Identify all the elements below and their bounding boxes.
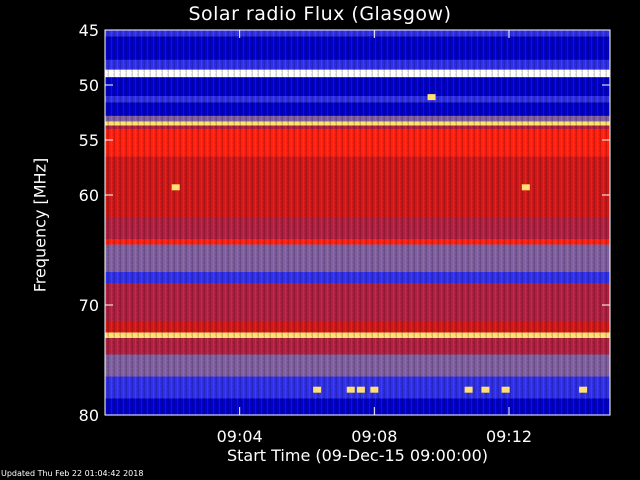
chart-title: Solar radio Flux (Glasgow) — [188, 3, 452, 25]
updated-timestamp: Updated Thu Feb 22 01:04:42 2018 — [1, 469, 144, 478]
burst-9 — [521, 184, 530, 191]
noise-overlay — [105, 30, 610, 415]
burst-7 — [579, 386, 588, 393]
x-axis-label: Start Time (09-Dec-15 09:00:00) — [226, 446, 489, 465]
y-tick-label-1: 50 — [79, 76, 99, 95]
burst-6 — [501, 386, 510, 393]
burst-2 — [356, 386, 365, 393]
y-tick-label-0: 45 — [79, 21, 99, 40]
burst-8 — [171, 184, 180, 191]
x-axis-ticks: 09:04 09:08 09:12 — [217, 30, 532, 446]
x-tick-label-1: 09:08 — [351, 427, 397, 446]
y-tick-label-3: 60 — [79, 186, 99, 205]
y-tick-label-5: 80 — [79, 406, 99, 425]
y-tick-label-4: 70 — [79, 296, 99, 315]
x-tick-label-0: 09:04 — [217, 427, 263, 446]
plot-frame — [104, 29, 611, 416]
burst-0 — [313, 386, 322, 393]
burst-1 — [346, 386, 355, 393]
y-axis-ticks: 45 50 55 60 70 80 — [79, 21, 610, 425]
burst-4 — [464, 386, 473, 393]
burst-3 — [370, 386, 379, 393]
burst-10 — [427, 94, 436, 101]
x-tick-label-2: 09:12 — [486, 427, 532, 446]
y-tick-label-2: 55 — [79, 131, 99, 150]
radio-bursts — [171, 94, 588, 393]
burst-5 — [481, 386, 490, 393]
